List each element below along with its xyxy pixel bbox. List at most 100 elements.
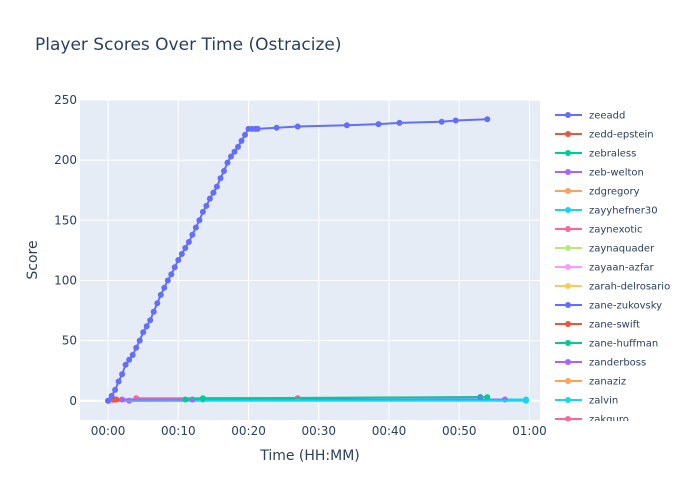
- data-point: [154, 300, 161, 307]
- legend-label: zebraless: [589, 149, 636, 160]
- legend-marker: [565, 264, 571, 270]
- data-point: [375, 121, 382, 128]
- x-tick-label: 00:40: [372, 424, 407, 438]
- data-point: [161, 284, 168, 291]
- legend-label: zedd-epstein: [589, 130, 654, 141]
- legend-item[interactable]: zebraless: [555, 149, 636, 160]
- x-tick-label: 00:20: [231, 424, 266, 438]
- legend-label: zayyhefner30: [589, 206, 658, 217]
- legend-label: zalvin: [589, 396, 618, 407]
- x-tick-labels: 00:00 00:10 00:20 00:30 00:40 00:50 01:00: [91, 424, 547, 438]
- y-tick-label: 150: [54, 213, 77, 227]
- data-point: [235, 143, 241, 150]
- data-point: [213, 183, 220, 190]
- data-point: [182, 245, 189, 251]
- legend-marker: [565, 245, 571, 251]
- data-point: [119, 371, 126, 378]
- data-point: [140, 329, 147, 336]
- data-point: [136, 337, 143, 344]
- legend-marker: [565, 321, 571, 327]
- legend-item[interactable]: zayyhefner30: [555, 206, 658, 217]
- legend-label: zeb-welton: [589, 168, 644, 179]
- data-point: [126, 356, 133, 363]
- data-point: [108, 392, 115, 399]
- legend-label: zane-zukovsky: [589, 301, 662, 312]
- y-tick-label: 0: [69, 394, 77, 408]
- legend-item[interactable]: zayaan-azfar: [555, 263, 655, 274]
- legend-label: zanaziz: [589, 377, 626, 388]
- data-point: [238, 137, 245, 144]
- data-point: [484, 116, 491, 123]
- data-point: [112, 386, 119, 393]
- data-point: [224, 159, 231, 166]
- legend-marker: [565, 112, 571, 118]
- data-point: [203, 202, 210, 209]
- legend-marker: [565, 169, 571, 175]
- data-point: [178, 251, 185, 257]
- legend-item[interactable]: zeeadd: [555, 111, 625, 122]
- legend-item[interactable]: zarah-delrosario: [555, 282, 670, 293]
- legend-label: zdgregory: [589, 187, 640, 198]
- legend-label: zaynexotic: [589, 225, 643, 236]
- legend-item[interactable]: zalvin: [555, 396, 618, 407]
- legend-label: zane-swift: [589, 320, 640, 331]
- data-point: [192, 224, 199, 231]
- plot-background: [80, 100, 540, 420]
- legend-marker: [565, 416, 571, 421]
- data-point: [206, 195, 213, 202]
- legend-item[interactable]: zakguro: [555, 415, 629, 426]
- legend-item[interactable]: zanderboss: [555, 358, 646, 369]
- y-tick-label: 250: [54, 93, 77, 107]
- x-tick-label: 00:30: [301, 424, 336, 438]
- legend-marker: [565, 207, 571, 213]
- data-point: [113, 396, 120, 403]
- series-zebraless: [182, 394, 491, 403]
- legend-marker: [565, 378, 571, 384]
- legend[interactable]: zeeadd zedd-epstein zebraless zeb-welton zdg…: [555, 111, 670, 426]
- data-point: [122, 361, 129, 368]
- data-point: [254, 125, 261, 132]
- data-point: [294, 123, 301, 130]
- x-tick-label: 00:00: [91, 424, 126, 438]
- data-point: [217, 175, 224, 182]
- y-tick-labels: 0 50 100 150 200 250: [54, 93, 77, 408]
- legend-item[interactable]: zanaziz: [555, 377, 626, 388]
- legend-item[interactable]: zane-huffman: [555, 339, 658, 350]
- legend-item[interactable]: zane-swift: [555, 320, 640, 331]
- data-point: [157, 291, 164, 298]
- legend-label: zaynaquader: [589, 244, 655, 255]
- legend-marker: [565, 283, 571, 289]
- legend-item[interactable]: zdgregory: [555, 187, 640, 198]
- x-tick-label: 01:00: [512, 424, 547, 438]
- data-point: [273, 124, 280, 131]
- data-point: [452, 117, 459, 124]
- data-point: [228, 153, 234, 160]
- x-axis-label: Time (HH:MM): [259, 448, 360, 464]
- data-point: [221, 168, 227, 174]
- data-point: [168, 271, 175, 278]
- legend-marker: [565, 226, 571, 232]
- legend-item[interactable]: zedd-epstein: [555, 130, 654, 141]
- legend-label: zeeadd: [589, 111, 625, 122]
- legend-item[interactable]: zaynaquader: [555, 244, 655, 255]
- data-point: [171, 264, 178, 271]
- legend-label: zarah-delrosario: [589, 282, 670, 293]
- data-point: [143, 323, 150, 330]
- legend-label: zayaan-azfar: [589, 263, 655, 274]
- series-lines: [105, 116, 529, 404]
- legend-label: zanderboss: [589, 358, 646, 369]
- data-point: [484, 394, 491, 401]
- legend-item[interactable]: zane-zukovsky: [555, 301, 662, 312]
- data-point: [231, 148, 238, 155]
- data-point: [175, 257, 182, 263]
- legend-item[interactable]: zeb-welton: [555, 168, 644, 179]
- legend-item[interactable]: zaynexotic: [555, 225, 643, 236]
- data-point: [129, 352, 136, 358]
- data-point: [115, 378, 122, 385]
- y-axis-label: Score: [25, 240, 41, 279]
- data-point: [242, 131, 248, 138]
- y-tick-label: 100: [54, 273, 77, 287]
- data-point: [199, 208, 206, 215]
- legend-marker: [565, 150, 571, 156]
